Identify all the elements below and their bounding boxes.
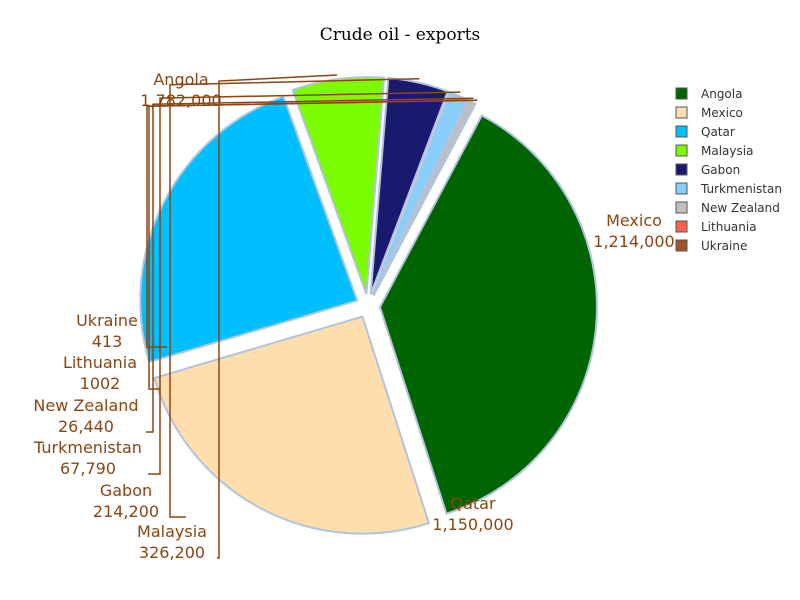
slice-label-ukraine: Ukraine (76, 311, 138, 330)
slice-value-malaysia: 326,200 (139, 543, 205, 562)
slice-value-turkmenistan: 67,790 (60, 459, 116, 478)
slice-label-mexico: Mexico (606, 211, 662, 230)
pie-slice-malaysia (291, 76, 386, 295)
legend-swatch-ukraine (675, 239, 688, 252)
leader-line-turkmenistan (148, 91, 461, 475)
slice-label-new-zealand: New Zealand (33, 396, 138, 415)
legend-swatch-mexico (675, 106, 688, 119)
slice-value-angola: 1,782,000 (140, 91, 221, 110)
pie-slice-qatar (139, 95, 359, 364)
pie-slice-gabon (369, 76, 449, 295)
legend-label-new-zealand: New Zealand (701, 201, 780, 215)
legend-label-turkmenistan: Turkmenistan (700, 182, 782, 196)
legend: Angola Mexico Qatar Malaysia Gabon Turkmenist… (675, 87, 782, 253)
slice-value-mexico: 1,214,000 (593, 232, 674, 251)
slice-value-new-zealand: 26,440 (58, 417, 114, 436)
pie-slices (139, 76, 598, 535)
slice-labels: Angola 1,782,000 Mexico 1,214,000 Qatar 1,150… (33, 70, 675, 562)
leader-line-malaysia (217, 74, 338, 559)
slice-value-lithuania: 1002 (80, 374, 121, 393)
slice-label-qatar: Qatar (450, 494, 495, 513)
chart-title: Crude oil - exports (320, 25, 481, 45)
slice-label-turkmenistan: Turkmenistan (33, 438, 142, 457)
pie-slice-angola (378, 114, 598, 515)
leader-line-gabon (169, 77, 420, 518)
leader-line-ukraine (146, 99, 478, 348)
legend-swatch-new-zealand (675, 201, 688, 214)
legend-swatch-malaysia (675, 144, 688, 157)
legend-label-qatar: Qatar (701, 125, 735, 139)
legend-label-mexico: Mexico (701, 106, 743, 120)
slice-label-malaysia: Malaysia (137, 522, 207, 541)
pie-slice-ukraine (372, 102, 477, 296)
slice-value-qatar: 1,150,000 (432, 515, 513, 534)
slice-label-angola: Angola (153, 70, 208, 89)
legend-label-angola: Angola (701, 87, 742, 101)
legend-label-malaysia: Malaysia (701, 144, 753, 158)
slice-value-gabon: 214,200 (93, 502, 159, 521)
legend-swatch-gabon (675, 163, 688, 176)
slice-value-ukraine: 413 (92, 332, 123, 351)
legend-swatch-lithuania (675, 220, 688, 233)
legend-swatch-angola (675, 87, 688, 100)
slice-label-gabon: Gabon (100, 481, 152, 500)
legend-label-lithuania: Lithuania (701, 220, 757, 234)
slice-label-lithuania: Lithuania (63, 353, 137, 372)
leader-line-new-zealand (146, 97, 474, 433)
legend-label-ukraine: Ukraine (701, 239, 747, 253)
legend-label-gabon: Gabon (701, 163, 740, 177)
leader-lines (146, 74, 478, 559)
legend-swatch-turkmenistan (675, 182, 688, 195)
legend-swatch-qatar (675, 125, 688, 138)
